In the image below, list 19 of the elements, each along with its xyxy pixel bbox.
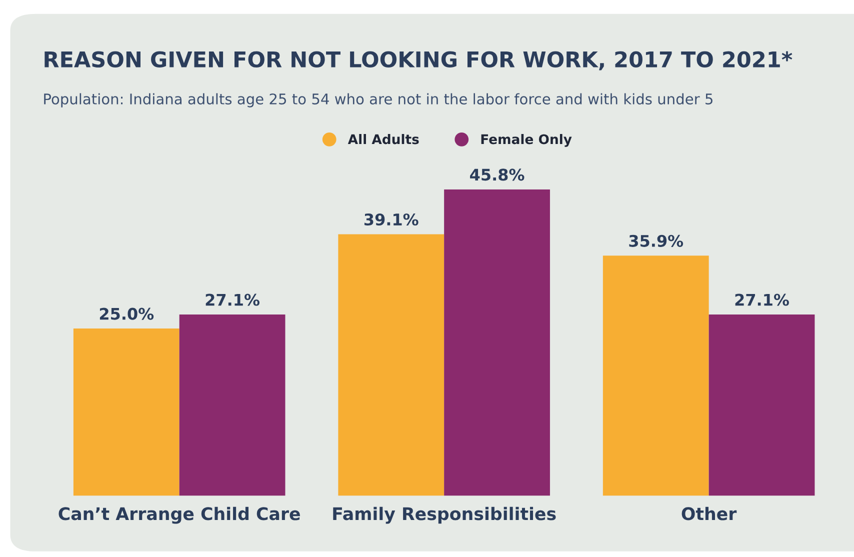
bar xyxy=(602,256,709,496)
chart-title: REASON GIVEN FOR NOT LOOKING FOR WORK, 2017 TO 2021* xyxy=(44,51,792,70)
data-label: 25.0% xyxy=(100,308,154,320)
data-label: 27.1% xyxy=(735,294,789,306)
bar xyxy=(338,234,444,496)
legend-label: Female Only xyxy=(481,134,572,147)
data-label: 27.1% xyxy=(206,294,260,306)
data-label: 35.9% xyxy=(629,234,684,247)
data-label: 39.1% xyxy=(364,213,418,226)
chart-subtitle: Population: Indiana adults age 25 to 54 who are not in the labor force and with kids under 5 xyxy=(44,93,712,108)
bar xyxy=(73,328,180,496)
bar xyxy=(444,189,550,496)
bar xyxy=(179,314,286,496)
x-tick-label: Can’t Arrange Child Care xyxy=(58,506,300,524)
legend-label: All Adults xyxy=(348,134,419,144)
data-label: 45.8% xyxy=(470,168,524,181)
bar xyxy=(708,314,815,496)
x-tick-label: Other xyxy=(682,506,737,520)
x-tick-label: Family Responsibilities xyxy=(333,506,556,524)
